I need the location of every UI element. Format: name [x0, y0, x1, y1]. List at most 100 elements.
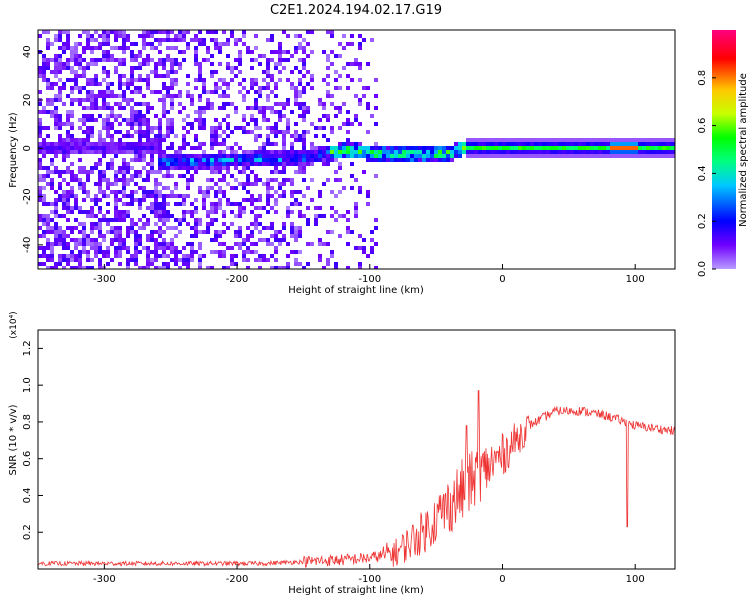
- heatmap-cell: [246, 226, 250, 230]
- heatmap-cell: [370, 250, 374, 254]
- heatmap-cell: [50, 230, 54, 234]
- heatmap-cell: [78, 58, 82, 62]
- heatmap-cell: [338, 126, 342, 130]
- heatmap-cell: [278, 58, 282, 62]
- heatmap-cell: [590, 150, 594, 154]
- heatmap-cell: [246, 106, 250, 110]
- heatmap-cell: [202, 230, 206, 234]
- heatmap-cell: [594, 142, 598, 146]
- heatmap-cell: [250, 106, 254, 110]
- heatmap-cell: [54, 82, 58, 86]
- heatmap-cell: [246, 162, 250, 166]
- heatmap-cell: [286, 78, 290, 82]
- heatmap-cell: [290, 178, 294, 182]
- heatmap-cell: [102, 194, 106, 198]
- heatmap-cell: [134, 154, 138, 158]
- heatmap-cell: [294, 98, 298, 102]
- heatmap-cell: [62, 150, 66, 154]
- heatmap-cell: [126, 166, 130, 170]
- heatmap-cell: [222, 174, 226, 178]
- heatmap-cell: [326, 178, 330, 182]
- heatmap-cell: [486, 154, 490, 158]
- heatmap-cell: [214, 210, 218, 214]
- heatmap-cell: [578, 142, 582, 146]
- heatmap-cell: [170, 118, 174, 122]
- heatmap-cell: [262, 114, 266, 118]
- heatmap-cell: [118, 94, 122, 98]
- heatmap-cell: [222, 82, 226, 86]
- heatmap-cell: [134, 58, 138, 62]
- heatmap-cell: [470, 138, 474, 142]
- heatmap-cell: [554, 150, 558, 154]
- heatmap-cell: [114, 214, 118, 218]
- heatmap-cell: [562, 154, 566, 158]
- heatmap-x-axis-label: Height of straight line (km): [288, 285, 424, 296]
- heatmap-cell: [146, 250, 150, 254]
- heatmap-cell: [130, 78, 134, 82]
- heatmap-cell: [94, 46, 98, 50]
- heatmap-cell: [186, 262, 190, 266]
- heatmap-cell: [178, 250, 182, 254]
- heatmap-cell: [130, 166, 134, 170]
- heatmap-cell: [78, 242, 82, 246]
- heatmap-cell: [270, 234, 274, 238]
- heatmap-cell: [234, 234, 238, 238]
- heatmap-cell: [138, 90, 142, 94]
- heatmap-cell: [42, 30, 46, 34]
- x-tick-label: -300: [93, 274, 116, 285]
- heatmap-cell: [186, 242, 190, 246]
- heatmap-cell: [90, 38, 94, 42]
- heatmap-cell: [506, 154, 510, 158]
- heatmap-cell: [206, 190, 210, 194]
- heatmap-cell: [254, 138, 258, 142]
- heatmap-cell: [322, 182, 326, 186]
- heatmap-cell: [534, 150, 538, 154]
- heatmap-cell: [358, 146, 362, 150]
- heatmap-cell: [58, 174, 62, 178]
- heatmap-cell: [250, 234, 254, 238]
- heatmap-cell: [162, 38, 166, 42]
- heatmap-cell: [46, 230, 50, 234]
- heatmap-cell: [182, 146, 186, 150]
- heatmap-cell: [50, 258, 54, 262]
- heatmap-cell: [66, 94, 70, 98]
- heatmap-cell: [130, 190, 134, 194]
- heatmap-cell: [90, 114, 94, 118]
- heatmap-cell: [186, 42, 190, 46]
- heatmap-cell: [346, 74, 350, 78]
- heatmap-cell: [226, 114, 230, 118]
- heatmap-cell: [246, 178, 250, 182]
- heatmap-cell: [410, 146, 414, 150]
- heatmap-cell: [662, 142, 666, 146]
- heatmap-cell: [350, 186, 354, 190]
- heatmap-cell: [114, 174, 118, 178]
- heatmap-cell: [110, 146, 114, 150]
- heatmap-cell: [374, 78, 378, 82]
- heatmap-cell: [630, 146, 634, 150]
- heatmap-cell: [58, 258, 62, 262]
- colorbar-ticks: 0.00.20.40.60.8: [697, 70, 716, 277]
- heatmap-cell: [258, 178, 262, 182]
- heatmap-cell: [126, 78, 130, 82]
- heatmap-cell: [50, 254, 54, 258]
- heatmap-cell: [310, 86, 314, 90]
- heatmap-cell: [126, 250, 130, 254]
- heatmap-cell: [146, 126, 150, 130]
- heatmap-cell: [282, 162, 286, 166]
- heatmap-cell: [330, 154, 334, 158]
- heatmap-cell: [74, 50, 78, 54]
- heatmap-cell: [658, 146, 662, 150]
- heatmap-cell: [174, 38, 178, 42]
- heatmap-cell: [74, 178, 78, 182]
- heatmap-cell: [190, 38, 194, 42]
- heatmap-cell: [130, 178, 134, 182]
- heatmap-cell: [98, 266, 102, 269]
- heatmap-cell: [142, 178, 146, 182]
- heatmap-cell: [154, 138, 158, 142]
- heatmap-cell: [346, 86, 350, 90]
- heatmap-cell: [158, 138, 162, 142]
- heatmap-cell: [146, 170, 150, 174]
- heatmap-cell: [98, 162, 102, 166]
- heatmap-cell: [122, 174, 126, 178]
- heatmap-cell: [90, 214, 94, 218]
